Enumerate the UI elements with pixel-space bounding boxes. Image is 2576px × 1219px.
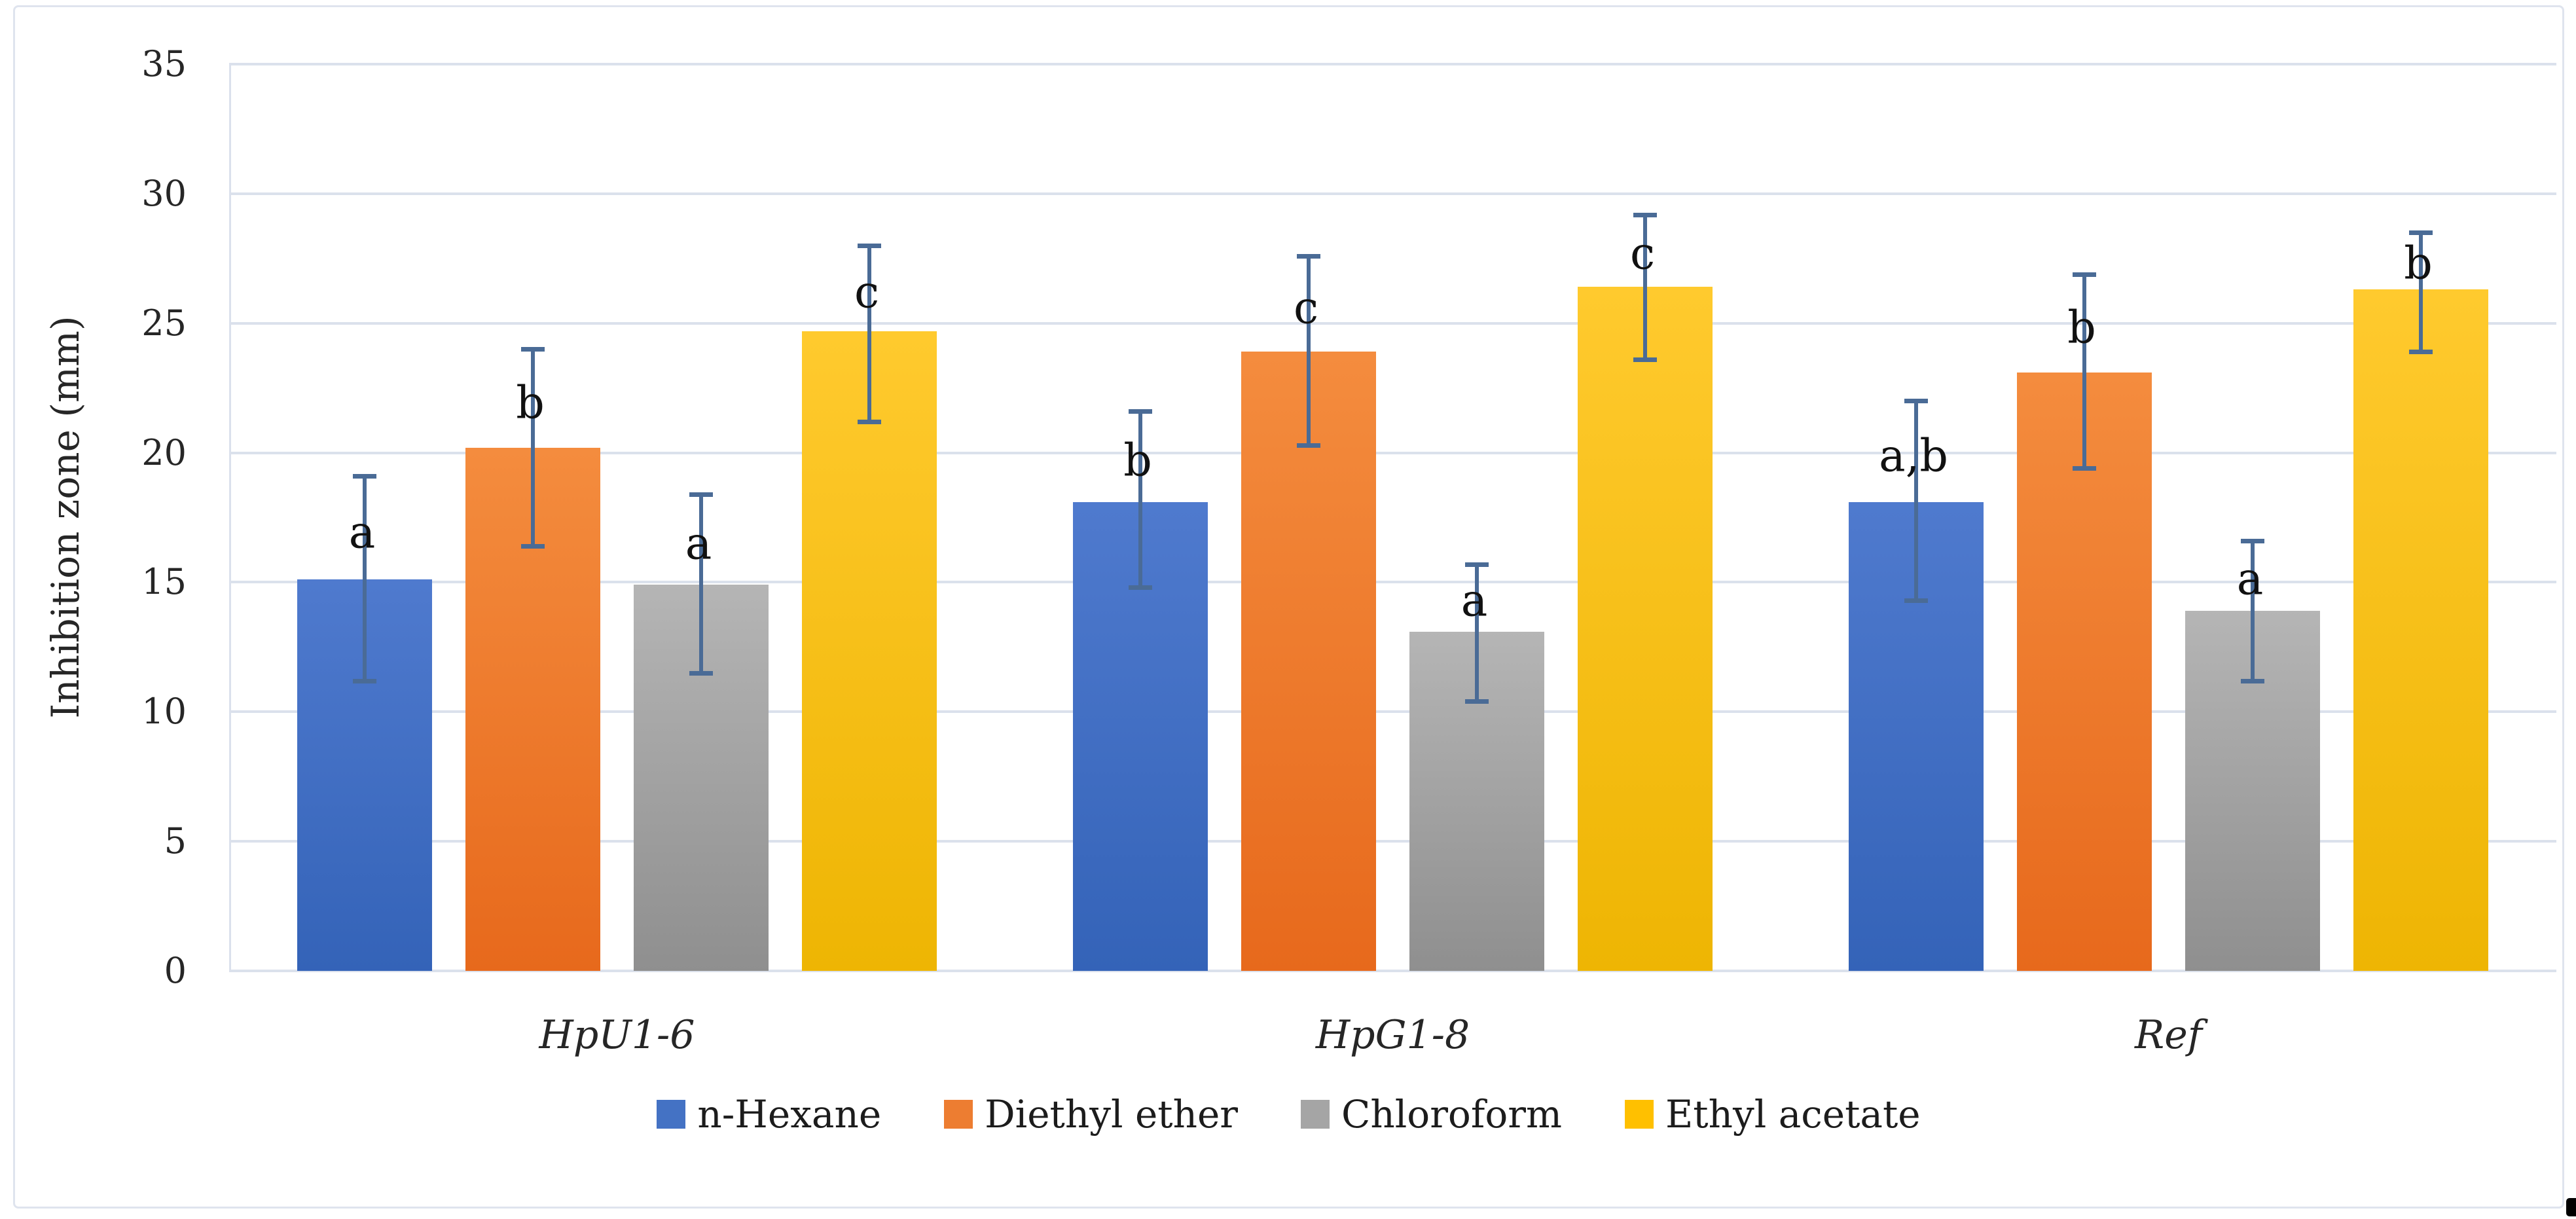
error-bar-cap-bottom	[858, 420, 881, 425]
error-bar-line	[1914, 401, 1918, 601]
error-bar-cap-top	[521, 347, 545, 352]
category-label-hpg1-8: HpG1-8	[1315, 1012, 1470, 1058]
legend-label: Diethyl ether	[985, 1092, 1238, 1137]
error-bar-cap-bottom	[2241, 678, 2264, 683]
significance-label: a	[348, 507, 376, 559]
error-bar-cap-top	[353, 474, 376, 479]
error-bar-line	[1138, 411, 1142, 588]
error-bar-line	[699, 494, 703, 673]
y-gridline	[229, 321, 2556, 325]
error-bar-cap-bottom	[1633, 357, 1657, 363]
legend-swatch	[1301, 1100, 1330, 1129]
error-bar-cap-top	[1465, 562, 1489, 567]
error-bar-line	[867, 246, 871, 422]
error-bar-cap-top	[1633, 212, 1657, 217]
legend-item-chloroform: Chloroform	[1301, 1095, 1562, 1134]
legend-label: Chloroform	[1341, 1092, 1562, 1137]
legend-swatch	[1624, 1100, 1654, 1129]
significance-label: b	[2404, 238, 2433, 290]
error-bar-cap-bottom	[1129, 585, 1152, 591]
legend-item-n-hexane: n-Hexane	[657, 1095, 881, 1134]
error-bar-cap-bottom	[1297, 443, 1320, 448]
error-bar-cap-top	[2241, 539, 2264, 544]
error-bar-cap-top	[2409, 230, 2433, 236]
significance-label: a	[1460, 575, 1488, 627]
error-bar-line	[2251, 541, 2255, 681]
y-tick-label: 30	[141, 172, 187, 214]
significance-label: b	[1123, 435, 1152, 487]
legend-item-diethyl-ether: Diethyl ether	[944, 1095, 1238, 1134]
error-bar-cap-bottom	[521, 544, 545, 549]
error-bar-cap-top	[689, 492, 713, 497]
legend-label: Ethyl acetate	[1665, 1092, 1921, 1137]
y-tick-label: 15	[141, 561, 187, 603]
legend-swatch	[657, 1100, 686, 1129]
error-bar-line	[363, 476, 367, 681]
y-tick-label: 20	[141, 431, 187, 473]
significance-label: b	[516, 377, 545, 429]
error-bar-line	[1643, 214, 1647, 360]
bar-diethyl-ether-Ref	[2017, 372, 2152, 971]
significance-label: a	[685, 518, 712, 570]
y-gridline	[229, 581, 2556, 584]
significance-label: b	[2067, 302, 2096, 354]
legend-label: n-Hexane	[697, 1092, 882, 1137]
error-bar-line	[2419, 232, 2423, 352]
legend-item-ethyl-acetate: Ethyl acetate	[1624, 1092, 1921, 1137]
error-bar-line	[1475, 564, 1479, 702]
error-bar-cap-bottom	[2073, 466, 2096, 471]
category-label-hpu1-6: HpU1-6	[539, 1012, 695, 1058]
y-tick-label: 5	[164, 820, 187, 862]
significance-label: c	[1293, 282, 1319, 335]
y-gridline	[229, 192, 2556, 195]
error-bar-cap-top	[1297, 253, 1320, 259]
y-axis-title: Inhibition zone (mm)	[43, 316, 88, 719]
error-bar-cap-bottom	[2409, 350, 2433, 355]
y-gridline	[229, 63, 2556, 65]
y-axis-line	[229, 64, 231, 971]
bar-ethyl-acetate-Ref	[2353, 289, 2488, 971]
significance-label: a,b	[1879, 430, 1948, 482]
error-bar-cap-bottom	[1904, 598, 1928, 604]
bar-ethyl-acetate-HpU1-6	[802, 331, 937, 971]
y-tick-label: 10	[141, 691, 187, 733]
legend-swatch	[944, 1100, 973, 1129]
error-bar-cap-bottom	[353, 678, 376, 683]
y-tick-label: 25	[141, 302, 187, 344]
category-label-ref: Ref	[2135, 1012, 2202, 1058]
error-bar-line	[1307, 255, 1311, 445]
y-tick-label: 35	[141, 43, 187, 84]
y-gridline	[229, 451, 2556, 454]
error-bar-cap-top	[2073, 272, 2096, 277]
bar-diethyl-ether-HpG1-8	[1241, 352, 1376, 971]
error-bar-cap-top	[1904, 399, 1928, 404]
error-bar-cap-bottom	[689, 670, 713, 676]
error-bar-line	[2082, 274, 2086, 469]
black-corner-mark	[2566, 1198, 2576, 1216]
y-gridline	[229, 970, 2556, 972]
y-tick-label: 0	[164, 950, 187, 991]
bar-ethyl-acetate-HpG1-8	[1578, 287, 1713, 971]
significance-label: a	[2236, 553, 2264, 606]
y-gridline	[229, 840, 2556, 843]
significance-label: c	[854, 266, 880, 319]
significance-label: c	[1629, 228, 1656, 280]
y-gridline	[229, 710, 2556, 714]
error-bar-cap-bottom	[1465, 699, 1489, 704]
error-bar-cap-top	[1129, 409, 1152, 414]
error-bar-line	[531, 349, 535, 547]
error-bar-cap-top	[858, 244, 881, 248]
legend: n-Hexane Diethyl ether Chloroform Ethyl ace…	[13, 1095, 2564, 1134]
